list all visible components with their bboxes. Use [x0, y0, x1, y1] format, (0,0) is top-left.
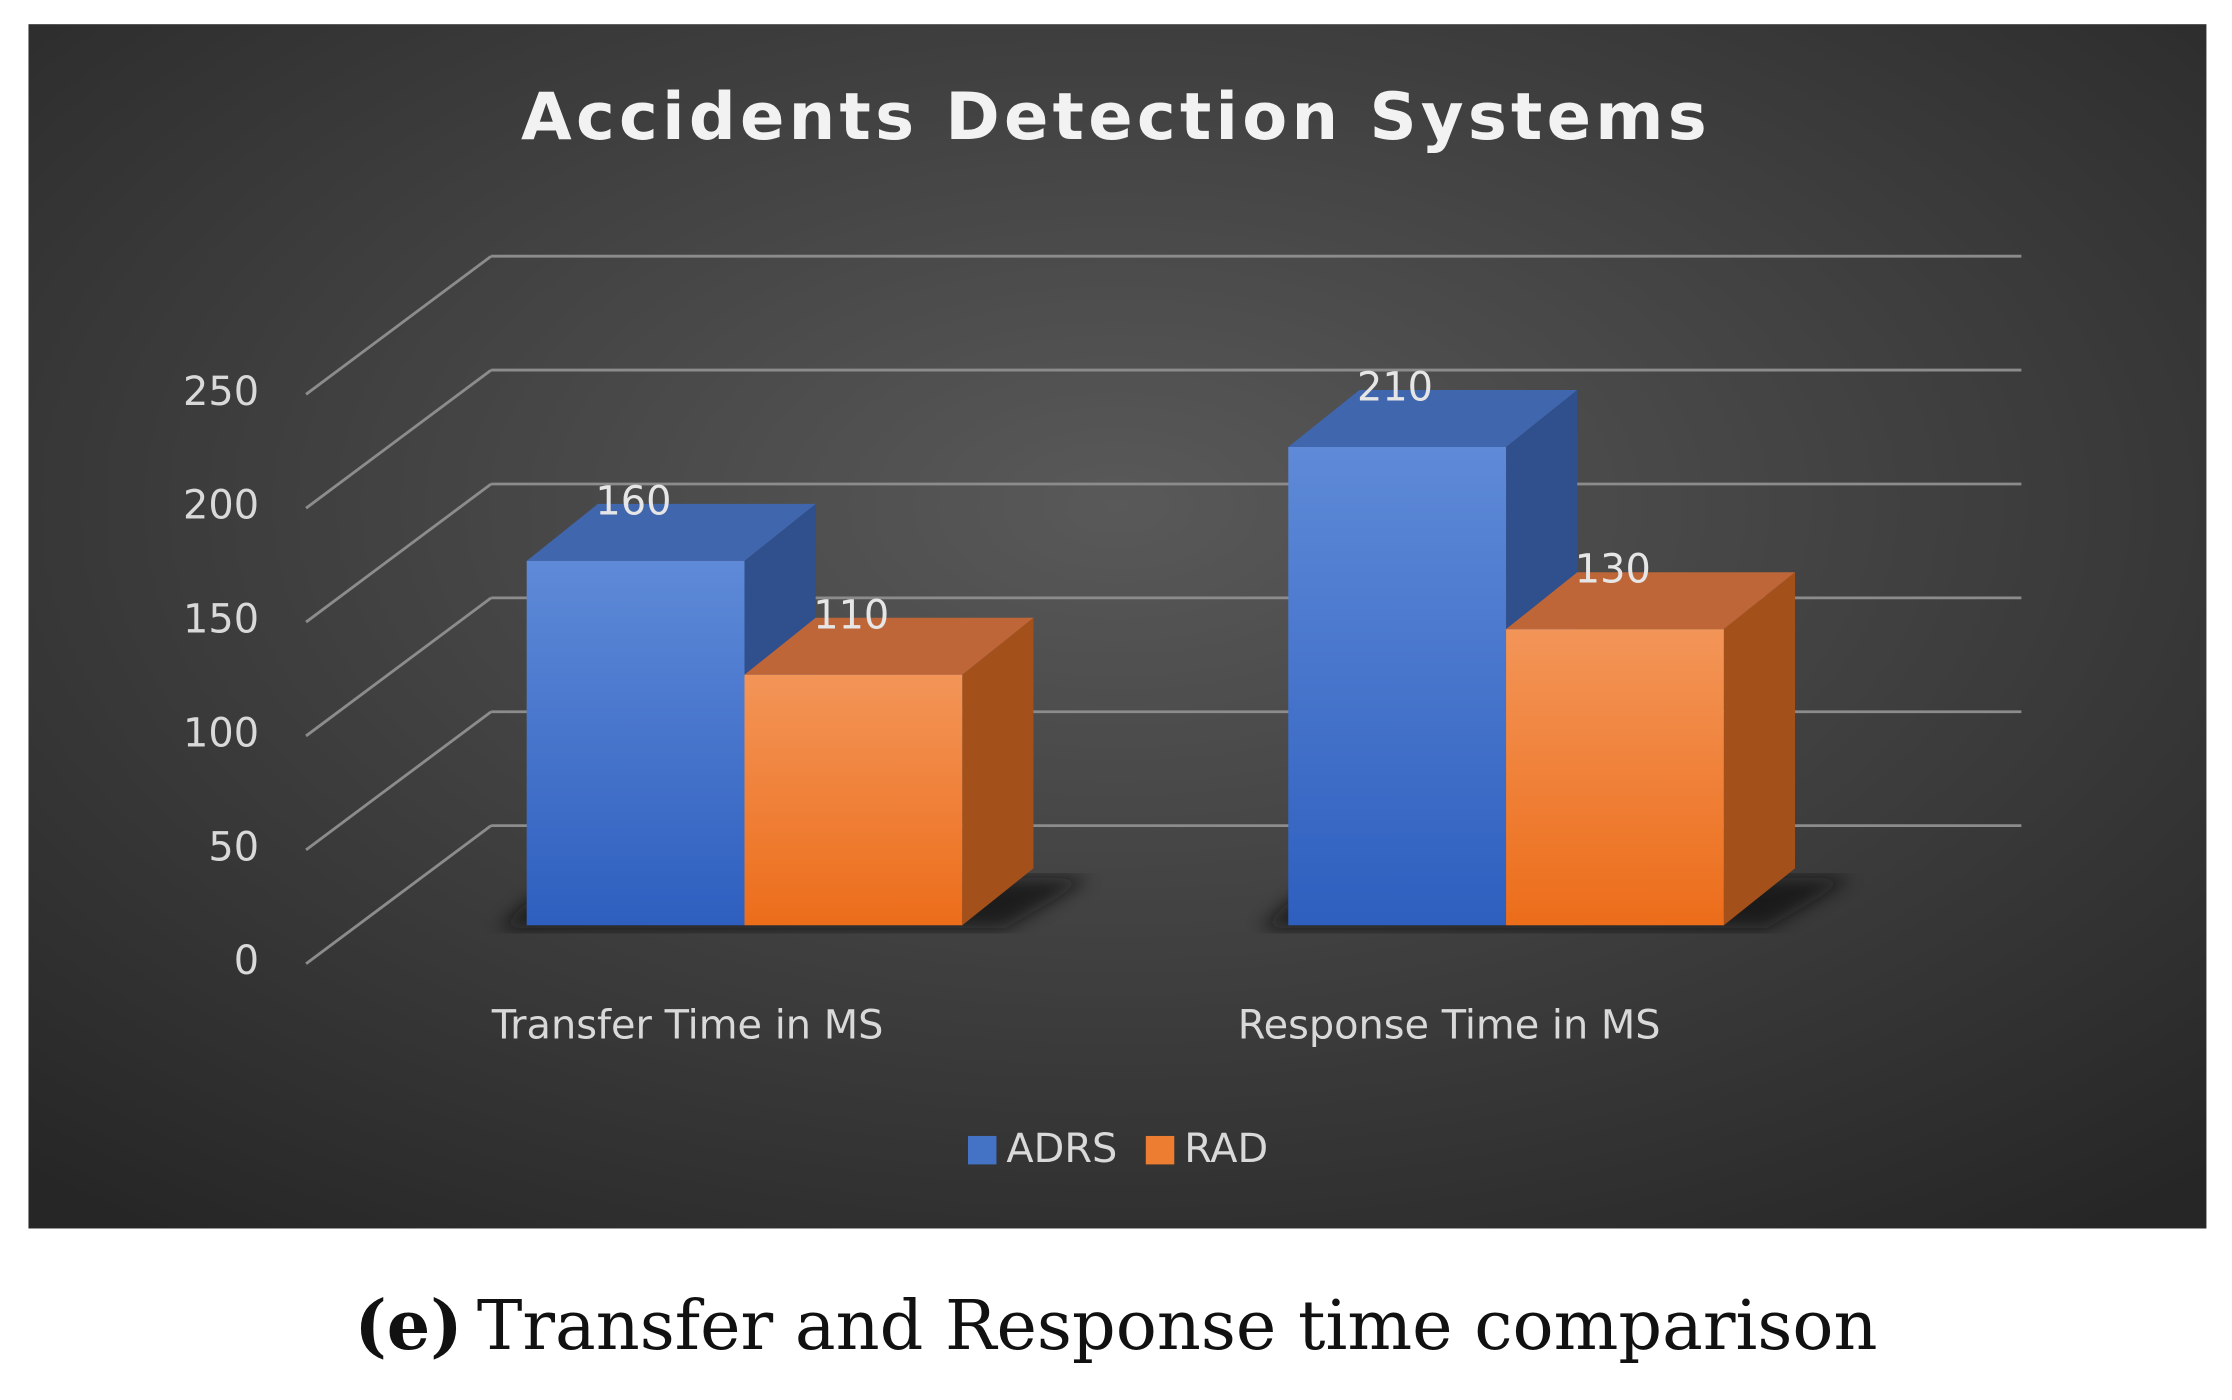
legend-swatch — [967, 1135, 997, 1165]
y-tick-label: 100 — [183, 710, 259, 756]
bar-side — [962, 617, 1034, 926]
legend-label: ADRS — [1006, 1126, 1117, 1172]
bar-top — [526, 503, 816, 561]
y-tick-label: 150 — [183, 597, 259, 643]
grid-line — [305, 824, 492, 965]
bar-top — [1506, 572, 1796, 630]
x-tick-label: Response Time in MS — [1238, 1002, 1661, 1048]
bar — [1506, 629, 1724, 926]
grid-line — [305, 368, 492, 510]
y-tick-label: 250 — [183, 369, 259, 415]
y-tick-label: 0 — [234, 938, 259, 984]
caption-text: Transfer and Response time comparison — [477, 1287, 1878, 1366]
caption: (e) Transfer and Response time comparison — [354, 1286, 1877, 1366]
data-label: 160 — [595, 478, 671, 524]
grid-line — [305, 482, 492, 624]
grid-line — [305, 710, 492, 851]
bar-top — [744, 617, 1034, 675]
plot: Accidents Detection Systems 0 50 100 150 200… — [28, 24, 2207, 1366]
chart-title: Accidents Detection Systems — [521, 79, 1711, 155]
data-label: 110 — [813, 592, 889, 638]
grid-line — [305, 255, 492, 396]
bar-top — [1288, 390, 1578, 447]
legend-swatch — [1145, 1135, 1175, 1165]
bar — [1288, 446, 1507, 926]
grid-line — [305, 596, 492, 738]
y-tick-label: 200 — [183, 483, 259, 529]
bar-side — [1723, 572, 1796, 926]
bar — [744, 674, 963, 926]
caption-label: (e) — [354, 1286, 462, 1366]
data-label: 130 — [1575, 547, 1651, 593]
data-label: 210 — [1357, 365, 1433, 411]
chart-background — [28, 24, 2207, 1229]
y-tick-label: 50 — [208, 824, 259, 870]
legend-label: RAD — [1184, 1126, 1268, 1172]
bar — [526, 560, 745, 926]
x-tick-label: Transfer Time in MS — [491, 1002, 884, 1048]
